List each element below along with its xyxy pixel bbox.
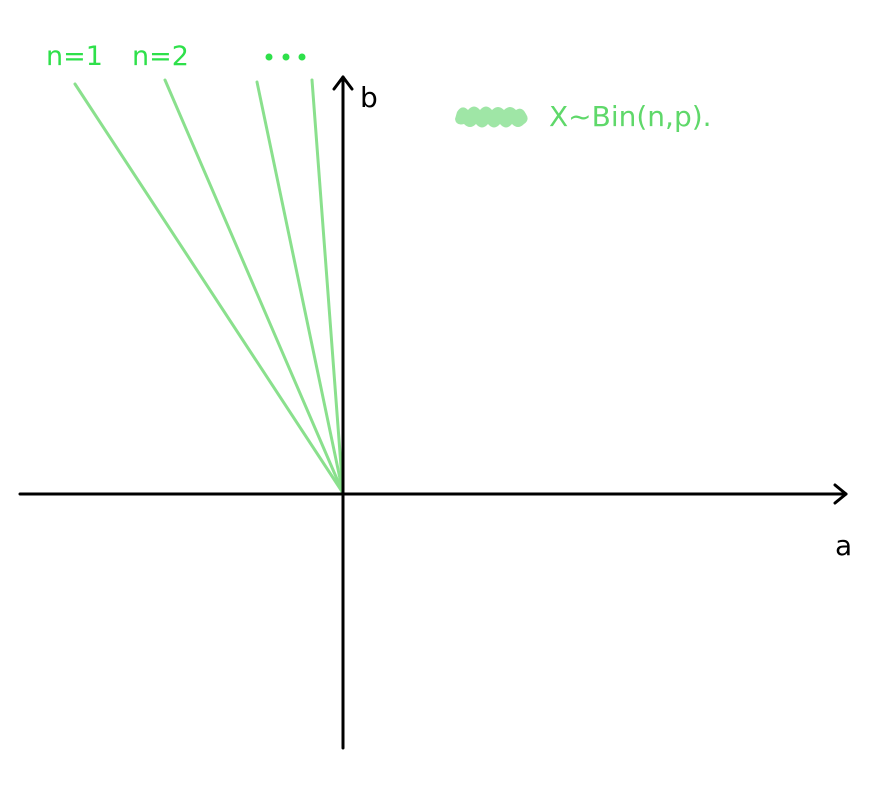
legend: X~Bin(n,p).	[455, 100, 712, 133]
ellipsis-dot-1	[265, 53, 273, 61]
axes-group	[18, 75, 848, 750]
ray-label-n1: n=1	[46, 41, 103, 72]
legend-text: X~Bin(n,p).	[549, 100, 712, 133]
ellipsis-dot-2	[282, 53, 290, 61]
ray-n2	[163, 78, 345, 495]
ray-n4	[310, 78, 345, 495]
y-axis-label: b	[360, 81, 378, 114]
ray-label-n2: n=2	[132, 41, 189, 72]
ellipsis-dots	[265, 53, 306, 61]
y-axis-arrowhead	[332, 75, 354, 91]
x-axis-label: a	[835, 529, 852, 562]
ray-n3	[255, 80, 345, 495]
ellipsis-dot-3	[298, 53, 306, 61]
ray-n1	[73, 82, 345, 495]
legend-swatch	[455, 106, 528, 128]
rays-group	[73, 78, 345, 495]
x-axis-arrowhead	[833, 483, 848, 505]
